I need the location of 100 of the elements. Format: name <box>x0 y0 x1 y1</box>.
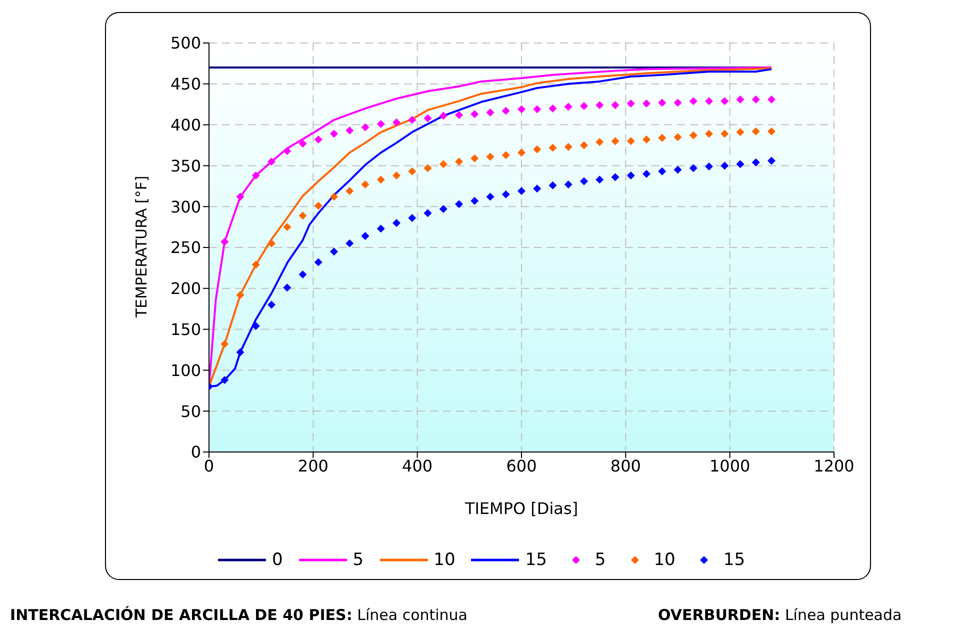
point <box>220 238 229 246</box>
point <box>736 95 744 104</box>
point <box>674 133 682 142</box>
point <box>376 224 385 233</box>
point <box>736 128 744 136</box>
point <box>314 136 322 144</box>
point <box>658 98 666 107</box>
x-tick-label: 400 <box>402 456 433 476</box>
point <box>361 232 370 240</box>
legend-label: 10 <box>434 550 456 570</box>
point <box>236 290 244 299</box>
point <box>470 196 479 205</box>
x-tick-label: 600 <box>506 456 537 476</box>
point <box>470 154 479 162</box>
point <box>486 108 494 117</box>
legend-label: 15 <box>525 550 547 570</box>
y-tick-label: 400 <box>170 115 201 134</box>
point <box>424 209 432 218</box>
point <box>564 102 572 111</box>
point <box>596 101 604 110</box>
point <box>252 172 260 180</box>
point <box>392 118 400 126</box>
point <box>439 160 448 168</box>
point <box>642 170 650 178</box>
point <box>220 376 229 384</box>
legend-label: 15 <box>723 550 746 570</box>
point <box>376 176 385 184</box>
point <box>298 140 307 148</box>
point <box>314 258 322 266</box>
point <box>580 102 588 110</box>
point <box>611 173 620 182</box>
point <box>252 260 260 269</box>
point <box>720 162 729 170</box>
point <box>596 176 604 184</box>
point <box>705 162 713 171</box>
legend-label: 0 <box>272 550 283 570</box>
x-tick-label: 800 <box>610 456 641 476</box>
point <box>674 166 682 174</box>
y-tick-label: 200 <box>170 279 201 298</box>
legend-label: 5 <box>352 550 364 570</box>
point <box>283 223 292 232</box>
point <box>502 106 510 115</box>
point <box>642 136 650 144</box>
point <box>611 101 620 110</box>
point <box>658 167 666 176</box>
y-tick-label: 500 <box>170 34 201 53</box>
point <box>533 105 542 114</box>
point <box>283 146 292 155</box>
point <box>408 167 416 176</box>
legend-label: 10 <box>654 550 676 570</box>
point <box>376 120 385 128</box>
point <box>580 177 588 186</box>
point <box>548 181 557 190</box>
legend-label: 5 <box>594 550 606 570</box>
point <box>548 144 557 152</box>
text: INTERCALACIÓN DE ARCILLA DE 40 PIES: Línea continua <box>10 606 468 624</box>
point <box>346 126 354 135</box>
point <box>346 187 354 196</box>
x-tick-label: 0 <box>204 456 214 476</box>
point <box>408 214 416 222</box>
y-tick-label: 450 <box>170 74 201 94</box>
text: OVERBURDEN: Línea punteada <box>658 606 902 624</box>
point <box>626 172 635 180</box>
point <box>626 100 635 108</box>
point <box>502 190 510 198</box>
point <box>689 131 698 140</box>
point <box>642 100 650 108</box>
point <box>330 248 338 256</box>
point <box>533 145 542 154</box>
point <box>768 95 776 104</box>
point <box>361 180 370 189</box>
point <box>220 340 229 348</box>
point <box>768 127 776 136</box>
point <box>533 184 542 193</box>
point <box>486 152 494 161</box>
point <box>268 158 276 166</box>
point <box>518 187 526 196</box>
point <box>346 239 354 248</box>
y-tick-label: 100 <box>170 360 201 380</box>
point <box>439 205 448 214</box>
point <box>705 130 713 138</box>
point <box>330 192 338 201</box>
point <box>689 164 698 172</box>
point <box>361 123 370 132</box>
x-axis-title: TIEMPO [Dias] <box>464 499 578 518</box>
point <box>392 218 400 227</box>
point <box>236 348 244 356</box>
point <box>424 164 432 172</box>
point <box>752 127 760 136</box>
point <box>298 212 307 220</box>
point <box>752 95 760 104</box>
point <box>564 180 572 189</box>
point <box>455 200 463 208</box>
y-tick-label: 350 <box>170 156 201 176</box>
point <box>268 239 276 248</box>
point <box>455 110 463 119</box>
y-tick-label: 250 <box>170 238 201 258</box>
point <box>439 112 448 120</box>
point <box>518 148 526 157</box>
point <box>518 105 526 114</box>
